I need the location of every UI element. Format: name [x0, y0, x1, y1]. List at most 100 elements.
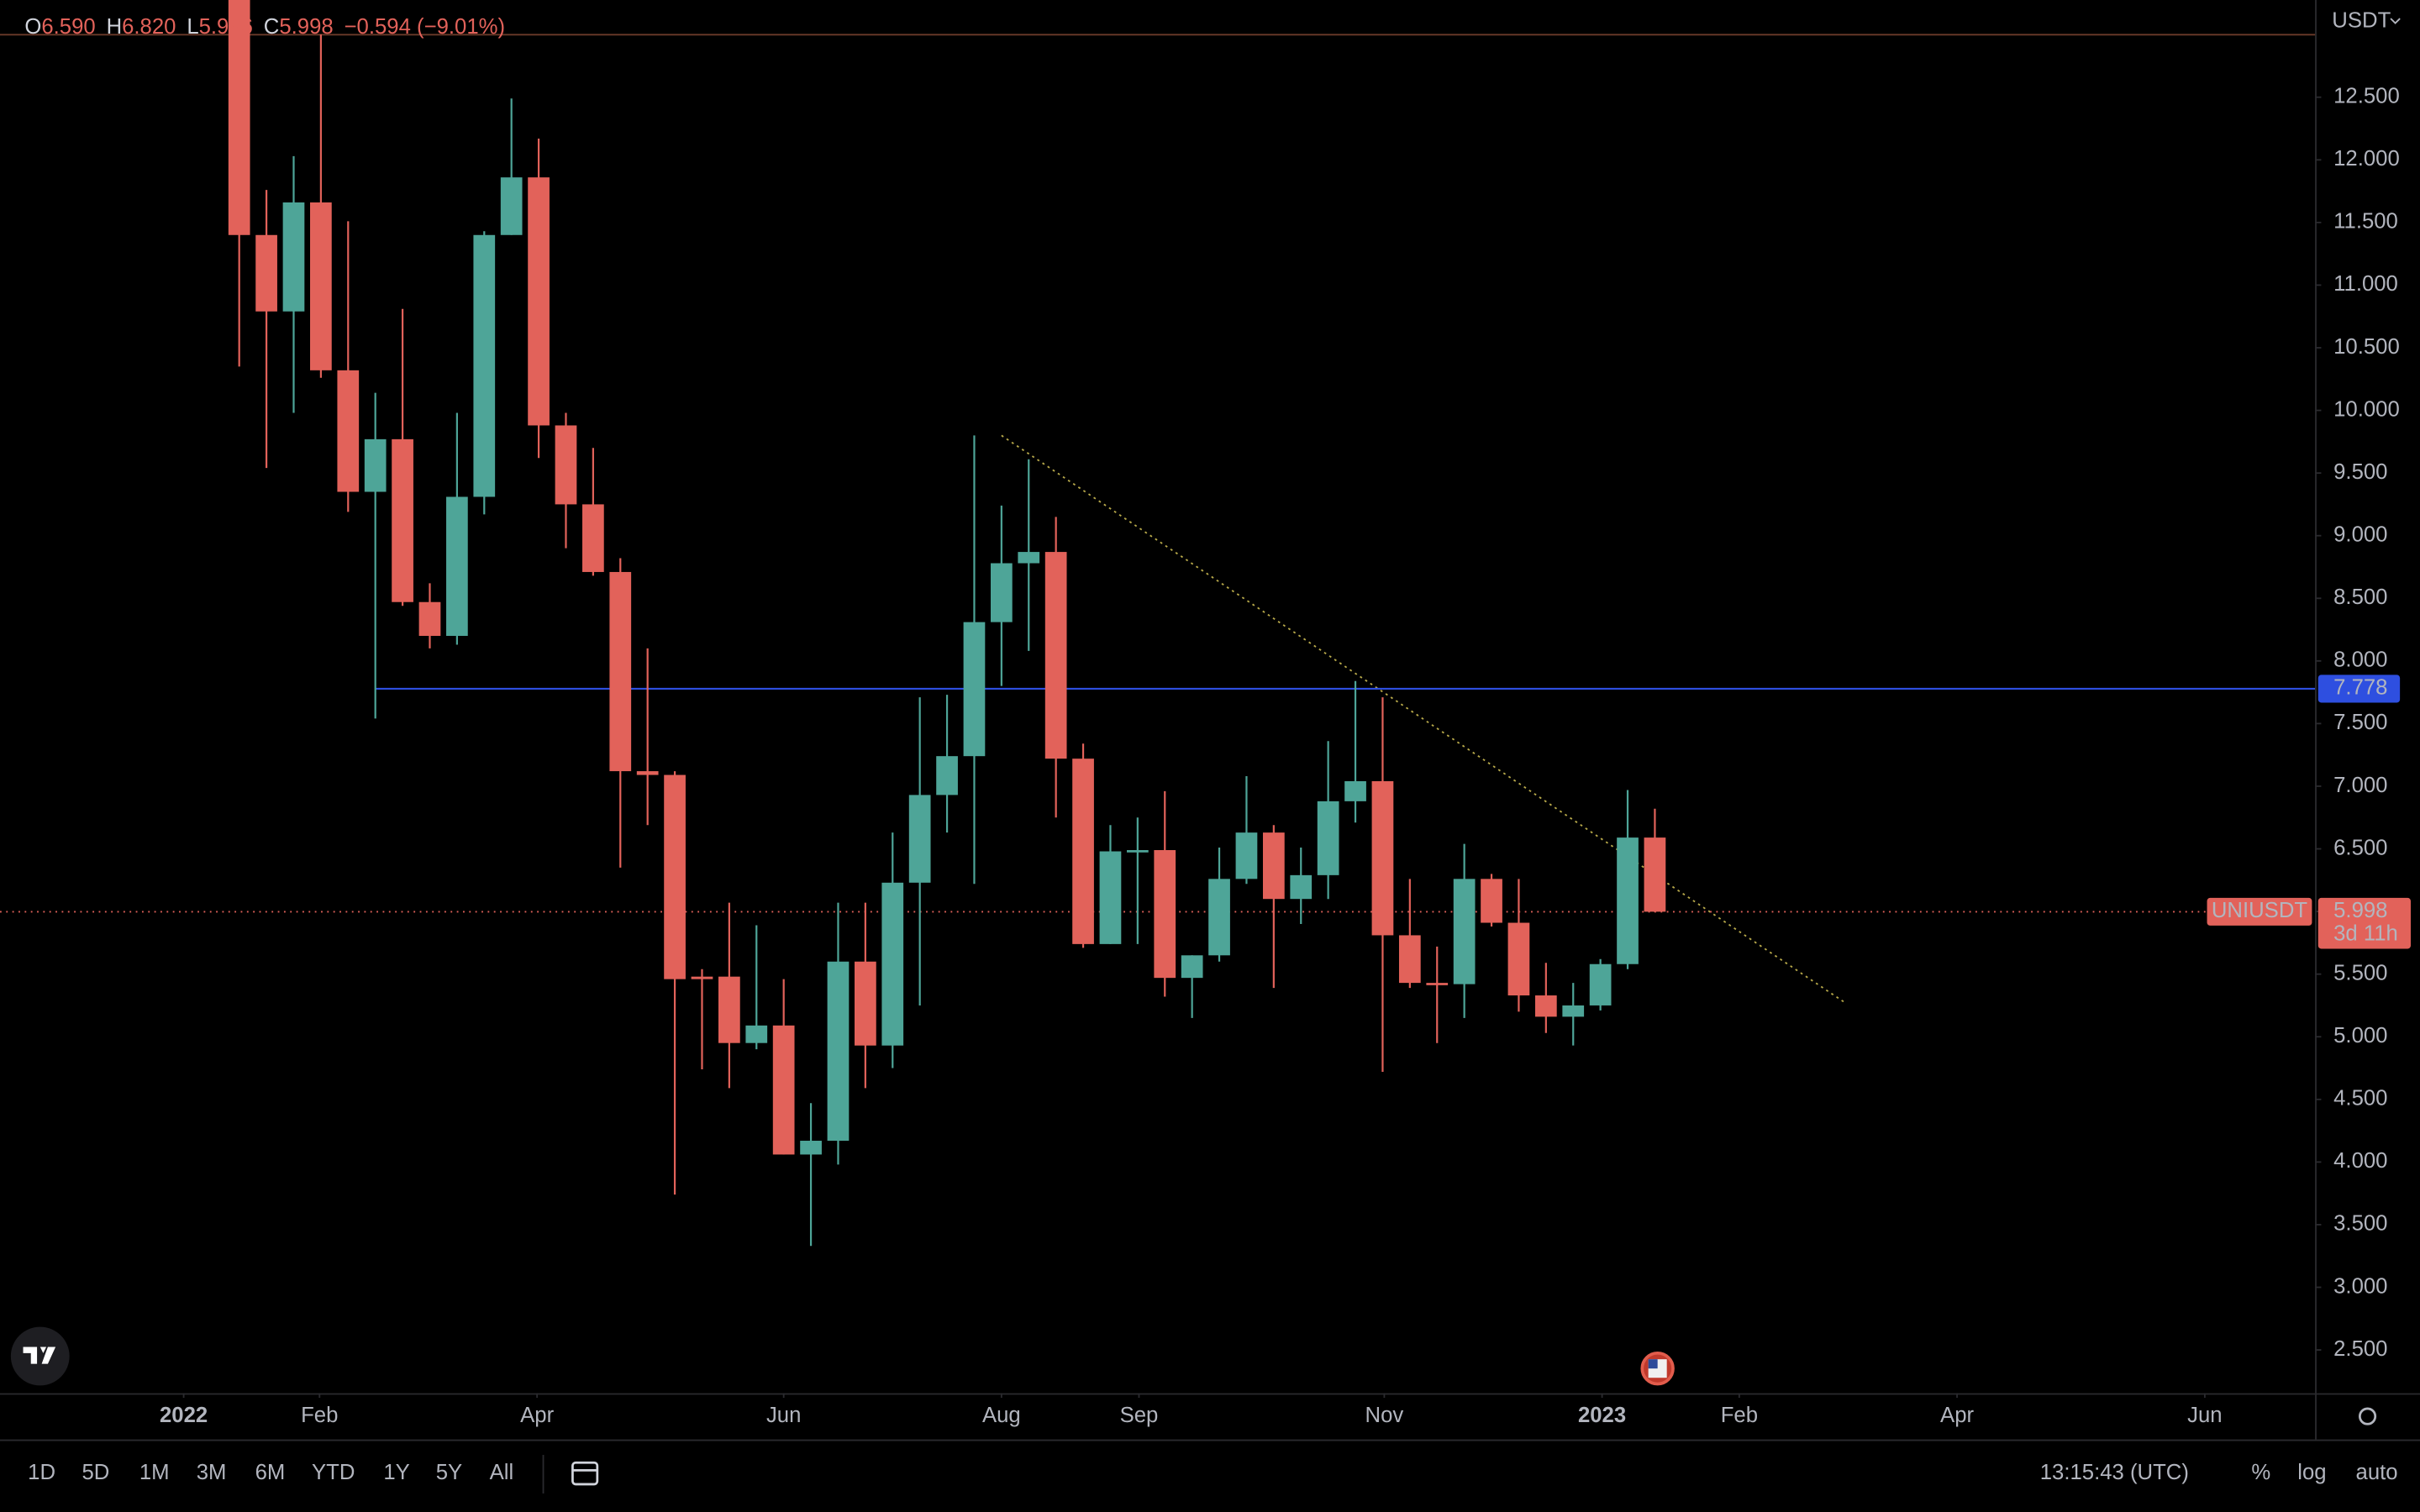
y-tick-label: 10.000	[2333, 397, 2400, 421]
scale-option[interactable]: log	[2297, 1461, 2326, 1484]
ohlc-key: L	[187, 15, 198, 39]
y-tick-label: 7.500	[2333, 711, 2387, 734]
y-tick-label: 9.500	[2333, 460, 2387, 484]
x-tick-label: Jun	[766, 1404, 801, 1427]
trendline	[1001, 434, 1846, 1004]
plot-area	[0, 0, 2316, 1247]
y-tick-label: 10.500	[2333, 335, 2400, 359]
logo-badge[interactable]	[10, 1326, 70, 1386]
last-price-tag	[2317, 897, 2411, 949]
currency-chevron	[2390, 18, 2401, 24]
x-tick-label: 2022	[160, 1404, 208, 1427]
candle-body	[963, 622, 986, 757]
candle-body	[364, 438, 387, 492]
candle-body	[990, 563, 1013, 622]
ohlc-value: 6.590	[41, 15, 95, 39]
y-tick-label: 11.000	[2333, 272, 2398, 296]
date-range-icon[interactable]	[571, 1461, 599, 1486]
candle-body	[310, 202, 332, 370]
y-tick-label: 12.500	[2333, 85, 2400, 108]
y-tick-label: 3.500	[2333, 1212, 2387, 1236]
x-tick-label: Apr	[520, 1404, 554, 1427]
settings-icon[interactable]	[2358, 1407, 2377, 1425]
candle-body	[800, 1141, 822, 1155]
x-tick-label: Sep	[1120, 1404, 1159, 1427]
candle-body	[1208, 879, 1230, 956]
candle-body	[1507, 922, 1530, 996]
candle-body	[1154, 850, 1176, 979]
range-button[interactable]: 3M	[197, 1461, 227, 1484]
candle-body	[337, 370, 360, 492]
candle-body	[1617, 837, 1639, 964]
candle-body	[855, 961, 876, 1046]
ohlc-key: O	[24, 15, 41, 39]
axes: 2.5003.0003.5004.0004.5005.0005.5006.000…	[160, 9, 2411, 1427]
hline-price-tag	[2317, 675, 2401, 703]
candle-body	[636, 771, 659, 775]
range-button[interactable]: YTD	[312, 1461, 355, 1484]
y-tick-label: 4.000	[2333, 1149, 2387, 1173]
candle-body	[1018, 552, 1040, 564]
candle-body	[881, 882, 904, 1046]
candle-body	[745, 1025, 768, 1043]
scale-option[interactable]: auto	[2356, 1461, 2398, 1484]
candle-body	[282, 202, 305, 312]
candle-body	[1317, 801, 1339, 875]
candle-body	[1262, 832, 1285, 900]
currency-label[interactable]: USDT	[2332, 9, 2391, 33]
candle-body	[446, 496, 468, 637]
candle-body	[936, 756, 958, 795]
candle-body	[718, 976, 740, 1043]
candle-body	[1589, 963, 1612, 1005]
x-tick-label: Jun	[2187, 1404, 2222, 1427]
range-button[interactable]: 1Y	[383, 1461, 409, 1484]
candle-body	[528, 177, 550, 426]
candle-body	[691, 976, 713, 979]
candle-body	[255, 234, 277, 312]
range-button[interactable]: 6M	[255, 1461, 286, 1484]
event-flag-canton	[1648, 1359, 1658, 1369]
candle-body	[664, 774, 686, 979]
last-price-label: 5.998	[2333, 899, 2387, 922]
candle-body	[228, 0, 250, 235]
candle-body	[1534, 995, 1557, 1017]
y-tick-label: 4.500	[2333, 1087, 2387, 1110]
hline-price-label: 7.778	[2333, 676, 2387, 700]
candle-body	[1562, 1005, 1585, 1017]
candle-body	[772, 1025, 795, 1155]
candle-body	[555, 425, 577, 505]
ohlc-value: 5.996	[199, 15, 253, 39]
candle-body	[1235, 832, 1258, 879]
candle-body	[473, 234, 496, 497]
y-tick-label: 2.500	[2333, 1337, 2387, 1361]
symbol-tag	[2207, 897, 2312, 926]
y-tick-label: 3.000	[2333, 1274, 2387, 1298]
change-value: −0.594 (−9.01%)	[345, 15, 505, 39]
candle-body	[1453, 879, 1476, 984]
range-button[interactable]: All	[490, 1461, 514, 1484]
x-tick-label: Feb	[301, 1404, 338, 1427]
y-tick-label: 5.000	[2333, 1024, 2387, 1047]
countdown-label: 3d 11h	[2333, 922, 2398, 946]
x-tick-label: Apr	[1940, 1404, 1974, 1427]
y-tick-label: 9.000	[2333, 522, 2387, 546]
candle-body	[1371, 781, 1394, 936]
x-tick-label: 2023	[1578, 1404, 1626, 1427]
candle-body	[418, 601, 441, 637]
range-button[interactable]: 1M	[139, 1461, 170, 1484]
range-button[interactable]: 5D	[82, 1461, 109, 1484]
candle-body	[1398, 935, 1421, 984]
y-tick-label: 8.000	[2333, 648, 2387, 672]
ohlc-value: 6.820	[122, 15, 176, 39]
candle-body	[908, 795, 931, 883]
range-button[interactable]: 1D	[28, 1461, 55, 1484]
x-tick-label: Aug	[982, 1404, 1021, 1427]
range-button[interactable]: 5Y	[436, 1461, 462, 1484]
x-tick-label: Feb	[1721, 1404, 1758, 1427]
scale-option[interactable]: %	[2251, 1461, 2270, 1484]
candle-body	[1290, 874, 1313, 900]
ohlc-header: O6.590 H6.820 L5.996 C5.998 −0.594 (−9.01%)	[24, 15, 505, 39]
candle-body	[1481, 879, 1502, 923]
